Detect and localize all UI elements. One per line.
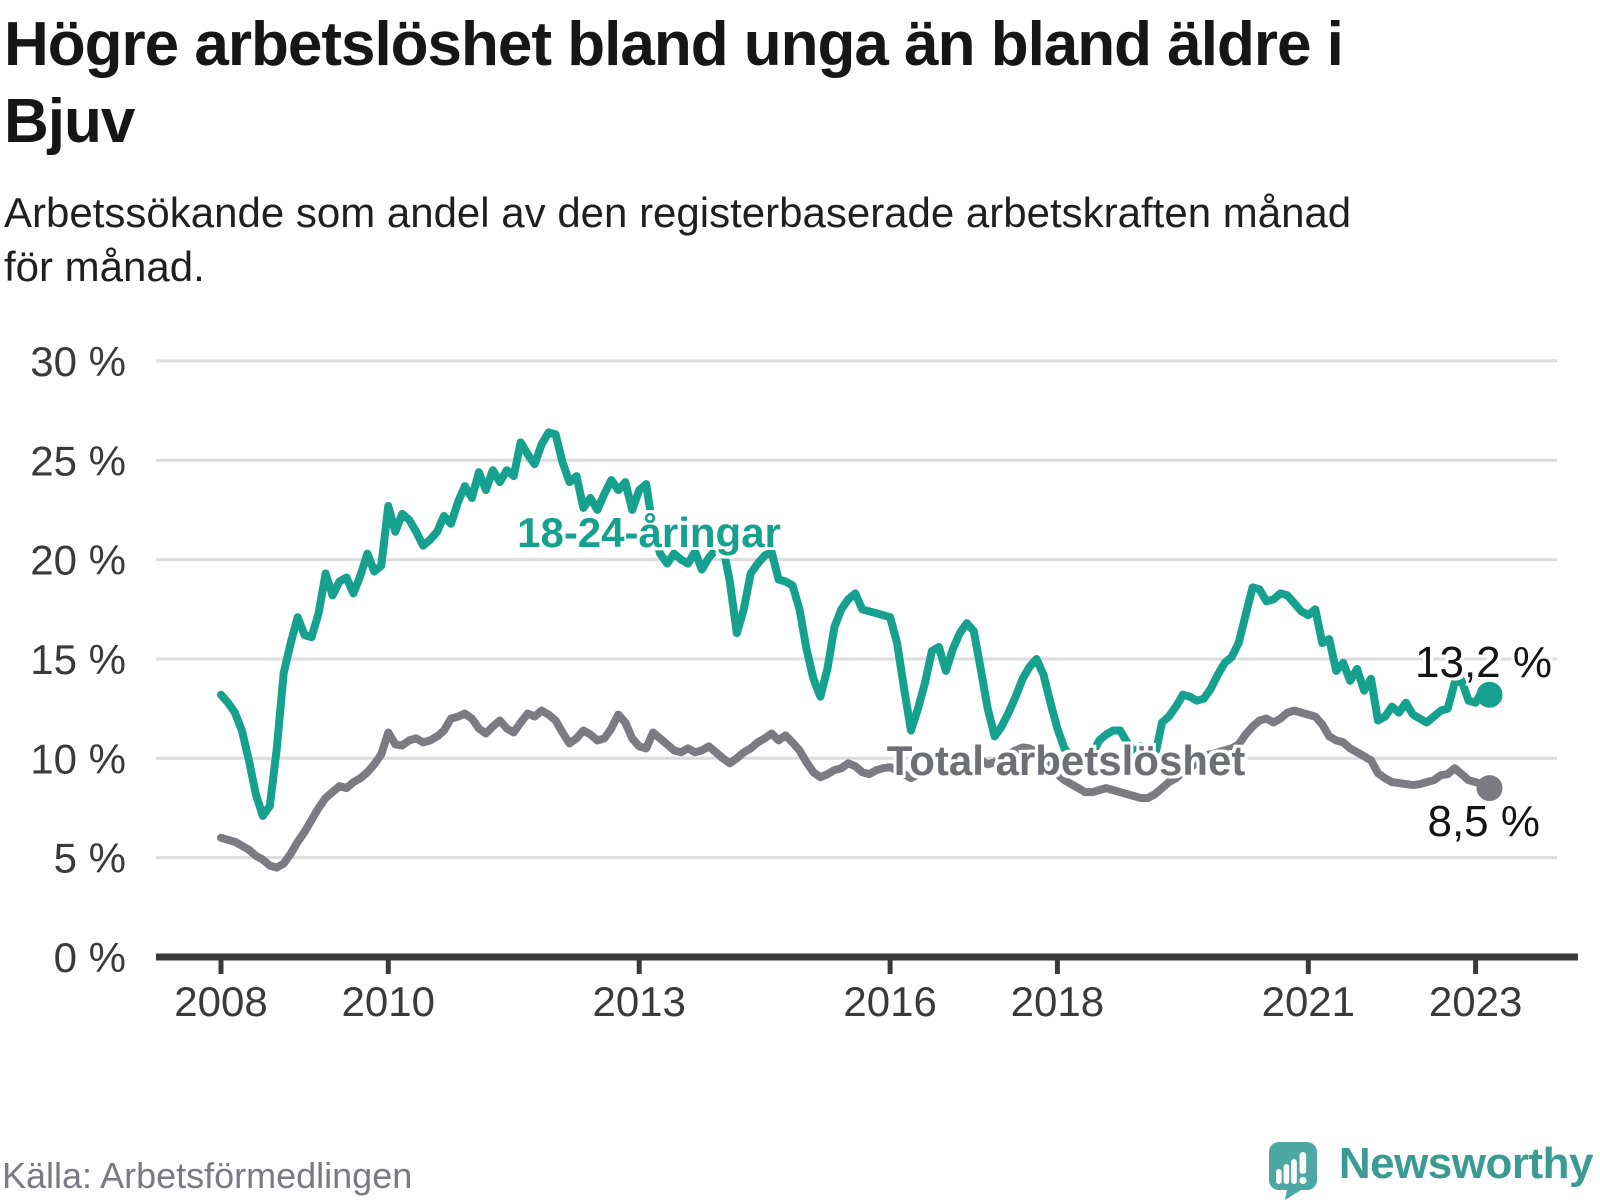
title-line-2: Bjuv bbox=[4, 87, 135, 156]
y-tick-label-5: 5 % bbox=[54, 835, 126, 882]
x-tick-label-2008: 2008 bbox=[174, 978, 267, 1025]
newsworthy-brand: Newsworthy bbox=[1268, 1128, 1594, 1200]
end-dot-total bbox=[1476, 775, 1503, 802]
logo-bar-3 bbox=[1291, 1159, 1297, 1184]
y-tick-label-10: 10 % bbox=[30, 735, 126, 782]
logo-exclamation-bar bbox=[1299, 1152, 1307, 1174]
x-tick-label-2010: 2010 bbox=[342, 978, 435, 1025]
x-tick-label-2023: 2023 bbox=[1429, 978, 1522, 1025]
x-tick-label-2016: 2016 bbox=[843, 978, 936, 1025]
series-line-total bbox=[217, 706, 1494, 872]
logo-bar-2 bbox=[1283, 1164, 1290, 1184]
y-tick-label-0: 0 % bbox=[54, 934, 126, 981]
end-value-label-youth: 13,2 % bbox=[1415, 638, 1552, 687]
y-tick-label-25: 25 % bbox=[30, 437, 126, 484]
title-line-1: Högre arbetslöshet bland unga än bland ä… bbox=[4, 10, 1344, 79]
end-value-label-total: 8,5 % bbox=[1427, 797, 1540, 846]
page-title: Högre arbetslöshet bland unga än bland ä… bbox=[4, 6, 1564, 160]
subtitle-line-1: Arbetssökande som andel av den registerb… bbox=[4, 189, 1352, 236]
y-tick-label-30: 30 % bbox=[30, 338, 126, 385]
x-tick-label-2021: 2021 bbox=[1262, 978, 1355, 1025]
logo-exclamation-dot bbox=[1299, 1176, 1307, 1185]
series-line-youth bbox=[217, 428, 1494, 820]
subtitle-line-2: för månad. bbox=[4, 243, 205, 290]
newsworthy-logo-icon bbox=[1268, 1142, 1317, 1200]
series-label-youth: 18-24-åringar bbox=[517, 509, 781, 556]
y-tick-label-15: 15 % bbox=[30, 636, 126, 683]
chart-subtitle: Arbetssökande som andel av den registerb… bbox=[4, 186, 1564, 294]
end-dot-youth bbox=[1476, 681, 1503, 708]
brand-name: Newsworthy bbox=[1338, 1139, 1594, 1188]
x-tick-label-2013: 2013 bbox=[592, 978, 685, 1025]
y-tick-label-20: 20 % bbox=[30, 537, 126, 584]
logo-bar-1 bbox=[1275, 1169, 1282, 1184]
source-note: Källa: Arbetsförmedlingen bbox=[2, 1155, 413, 1196]
x-tick-label-2018: 2018 bbox=[1011, 978, 1104, 1025]
series-label-total: Total arbetslöshet bbox=[886, 737, 1246, 784]
